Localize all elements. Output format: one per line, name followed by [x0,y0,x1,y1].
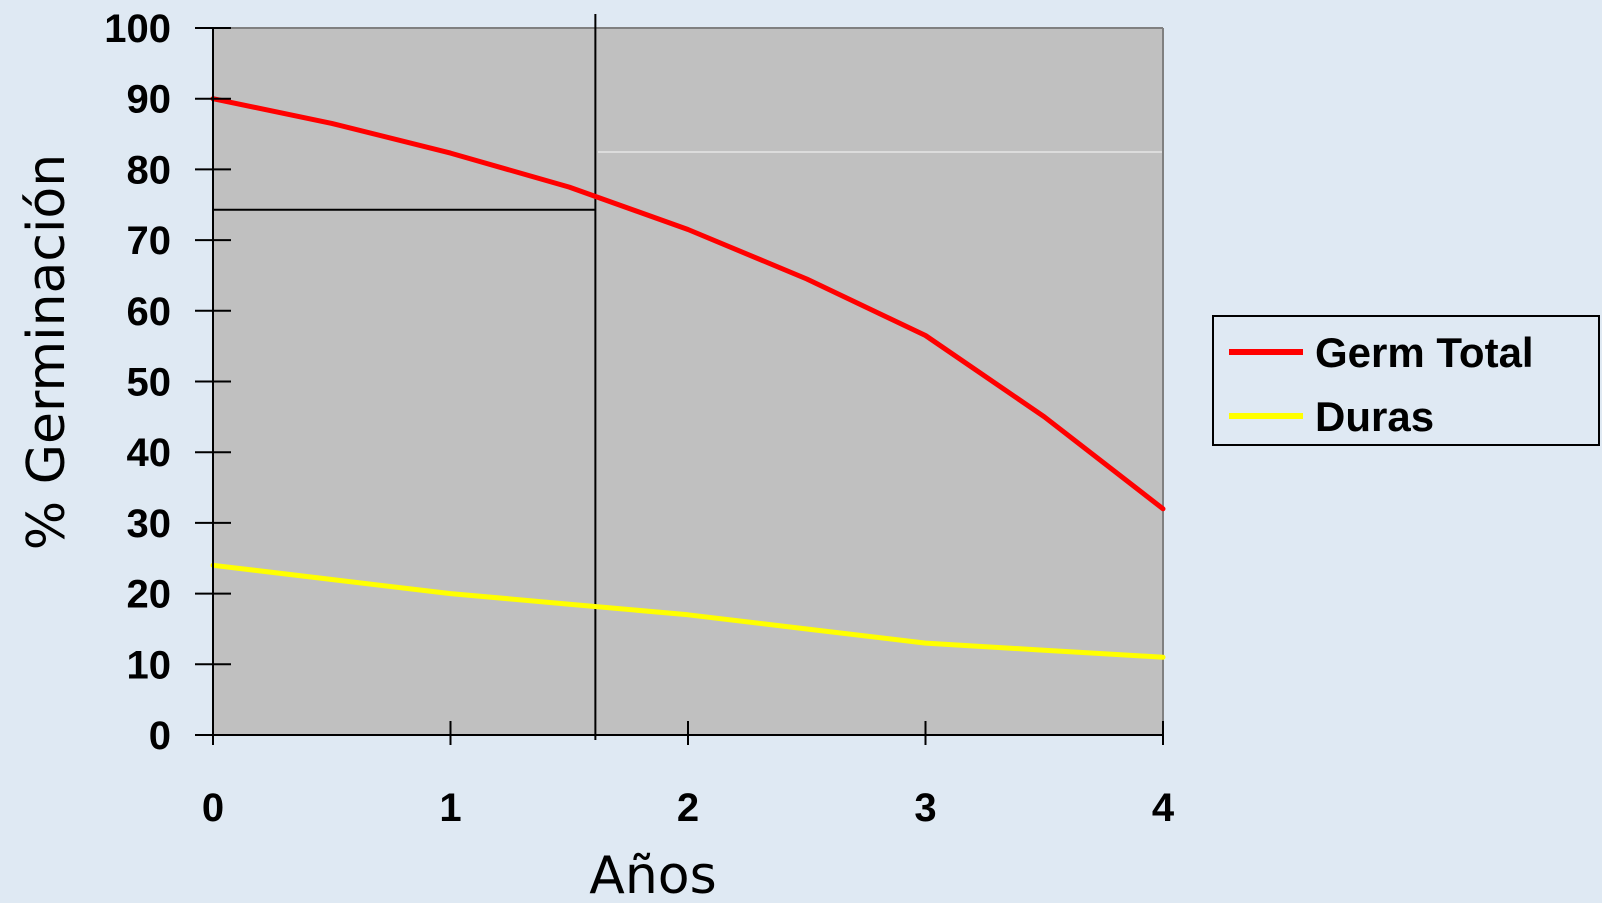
y-tick-label: 20 [127,573,172,617]
legend: Germ Total Duras [1212,315,1600,446]
x-tick-label: 2 [677,786,699,830]
legend-box [1212,315,1600,446]
y-tick-label: 30 [127,502,172,546]
y-tick-label: 0 [149,714,171,758]
annotation-lines [213,14,597,740]
x-tick-label: 4 [1152,786,1175,830]
x-tick-label: 1 [439,786,461,830]
legend-label-germ-total: Germ Total [1315,329,1534,376]
y-tick-label: 10 [127,643,172,687]
y-tick-label: 50 [127,361,172,405]
x-tick-label: 0 [202,786,224,830]
legend-label-duras: Duras [1315,393,1434,440]
x-axis-title: Años [589,846,716,903]
y-ticks: 0 10 20 30 40 50 60 70 80 90 100 [104,7,231,758]
series-line-duras [210,562,1166,660]
x-ticks: 0 1 2 3 4 [202,721,1175,830]
axes: 0 10 20 30 40 50 60 70 80 90 100 0 1 2 3 4 [104,7,1175,830]
x-tick-label: 3 [914,786,936,830]
y-tick-label: 90 [127,78,172,122]
y-tick-label: 40 [127,431,172,475]
plot-area [213,28,1163,735]
y-axis-title: % Germinación [17,154,77,550]
y-tick-label: 100 [104,7,171,51]
y-tick-label: 70 [127,219,172,263]
series-layer [210,96,1166,660]
y-tick-label: 60 [127,290,172,334]
series-line-germ-total [210,96,1166,512]
y-tick-label: 80 [127,148,172,192]
